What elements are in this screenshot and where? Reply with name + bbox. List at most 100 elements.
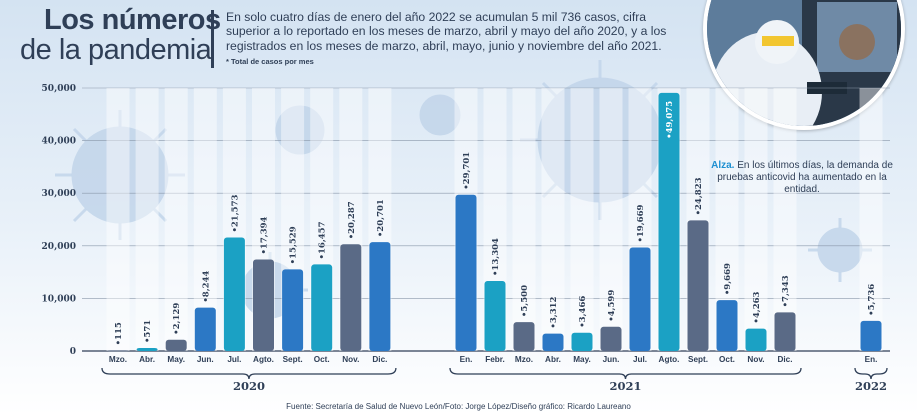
bar xyxy=(513,322,535,351)
bar-column-bg xyxy=(193,88,217,351)
value-label: •5,500 xyxy=(520,285,530,317)
value-label: •17,394 xyxy=(260,216,270,254)
y-tick-label: 10,000 xyxy=(42,294,76,304)
callout: Alza. En los últimos días, la demanda de… xyxy=(706,160,898,196)
y-tick-label: 40,000 xyxy=(42,137,76,147)
bar xyxy=(571,332,593,351)
category-label: Jun. xyxy=(197,355,214,364)
bar xyxy=(253,259,274,351)
year-label: 2020 xyxy=(233,379,265,393)
category-labels: Mzo. Abr. May. Jun. Jul. Agto. Sept. Oct. Nov. Di… xyxy=(109,355,877,364)
bar xyxy=(369,242,391,351)
bar-column-bg xyxy=(859,88,883,351)
bar xyxy=(542,333,564,351)
category-label: May. xyxy=(573,355,591,364)
year-brackets: 2020 2021 2022 xyxy=(101,367,888,393)
category-label: Abr. xyxy=(139,355,155,364)
value-labels: •115 •571 •2,129 •8,244 •21,573 •17,394 •15,52… xyxy=(114,101,877,346)
bar xyxy=(455,194,477,351)
y-tick-label: 50,000 xyxy=(42,84,76,94)
title-line-2: de la pandemia xyxy=(20,34,212,66)
value-label: •49,075 xyxy=(665,101,675,139)
year-label: 2021 xyxy=(609,379,641,393)
bar xyxy=(311,264,333,351)
value-label: •9,669 xyxy=(723,263,733,295)
category-label: Sept. xyxy=(283,355,303,364)
bar xyxy=(340,244,362,351)
category-label: Sept. xyxy=(688,355,708,364)
grid-lines: 0 10,000 20,000 30,000 40,000 50,000 xyxy=(42,84,890,357)
value-label: •8,244 xyxy=(201,271,211,303)
bar-column-bg xyxy=(106,88,130,351)
value-label: •19,669 xyxy=(636,204,646,242)
virus-icon xyxy=(275,105,325,155)
bars xyxy=(106,88,883,352)
bar-column-bg xyxy=(744,88,768,351)
callout-text: En los últimos días, la demanda de prueb… xyxy=(717,160,893,195)
value-label: •21,573 xyxy=(230,194,240,232)
value-label: •7,343 xyxy=(781,275,791,307)
bar xyxy=(629,247,651,351)
value-label: •15,529 xyxy=(289,226,299,264)
year-bracket xyxy=(449,367,802,380)
category-label: Oct. xyxy=(719,355,735,364)
bar xyxy=(107,350,129,352)
value-label: •24,823 xyxy=(694,177,704,215)
category-label: Dic. xyxy=(372,355,387,364)
bar-column-bg xyxy=(715,88,739,351)
category-label: Nov. xyxy=(747,355,764,364)
value-label: •16,457 xyxy=(318,221,328,259)
bar xyxy=(860,320,882,351)
value-label: •29,701 xyxy=(462,152,472,190)
bar xyxy=(716,300,738,351)
category-label: Dic. xyxy=(777,355,792,364)
bar xyxy=(745,328,767,351)
bar-column-bg xyxy=(135,88,159,351)
bar xyxy=(484,281,506,351)
year-bracket xyxy=(854,367,888,380)
title-divider xyxy=(211,10,214,68)
category-label: Jun. xyxy=(603,355,620,364)
value-label: •4,263 xyxy=(752,291,762,323)
year-bracket xyxy=(101,367,397,380)
bar-column-bg xyxy=(570,88,594,351)
y-tick-label: 0 xyxy=(70,347,76,357)
category-label: Jul. xyxy=(227,355,241,364)
bar-column-bg xyxy=(773,88,797,351)
category-label: May. xyxy=(167,355,185,364)
bar xyxy=(658,92,680,351)
footnote: * Total de casos por mes xyxy=(226,57,314,66)
source-credit: Fuente: Secretaría de Salud de Nuevo Leó… xyxy=(286,402,631,411)
callout-bold: Alza. xyxy=(711,160,735,171)
value-label: •115 xyxy=(114,322,124,345)
bar xyxy=(282,269,304,351)
value-label: •2,129 xyxy=(172,303,182,335)
value-label: •571 xyxy=(143,320,153,343)
bar xyxy=(774,312,796,351)
value-label: •13,304 xyxy=(491,238,501,276)
bar xyxy=(165,339,187,351)
title-line-1: Los números xyxy=(44,4,221,36)
category-label: Febr. xyxy=(485,355,505,364)
category-label: Jul. xyxy=(633,355,647,364)
bar xyxy=(600,326,622,351)
category-label: Mzo. xyxy=(109,355,127,364)
value-label: •3,312 xyxy=(549,296,559,328)
category-label: Abr. xyxy=(545,355,561,364)
virus-icon xyxy=(419,94,461,136)
bar xyxy=(194,307,216,351)
category-label: En. xyxy=(865,355,878,364)
bar xyxy=(223,237,245,351)
category-label: Agto. xyxy=(659,355,680,364)
value-label: •4,599 xyxy=(607,290,617,322)
category-label: Oct. xyxy=(314,355,330,364)
y-tick-label: 30,000 xyxy=(42,189,76,199)
bar xyxy=(687,220,709,351)
category-label: Nov. xyxy=(342,355,359,364)
value-label: •5,736 xyxy=(867,284,877,316)
value-label: •3,466 xyxy=(578,296,588,328)
category-label: Mzo. xyxy=(515,355,533,364)
bar-column-bg xyxy=(164,88,188,351)
